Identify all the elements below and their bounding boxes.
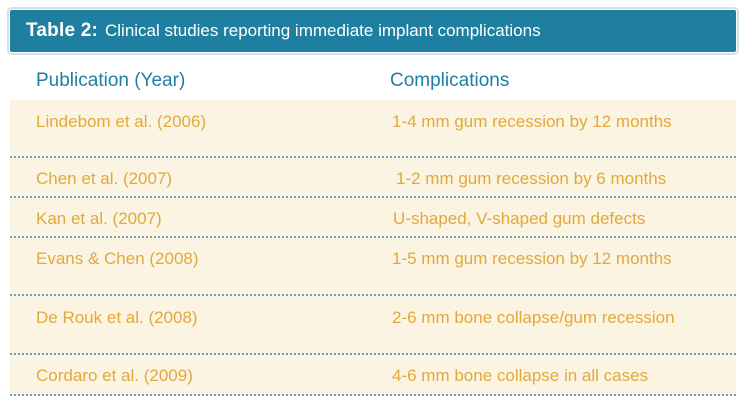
table-row: Chen et al. (2007) 1-2 mm gum recession … xyxy=(10,158,736,198)
table-header-row: Publication (Year) Complications xyxy=(10,61,736,100)
publication-cell: Kan et al. (2007) xyxy=(36,209,162,228)
table-row: De Rouk et al. (2008) 2-6 mm bone collap… xyxy=(10,296,736,355)
table-row: Lindebom et al. (2006) 1-4 mm gum recess… xyxy=(10,100,736,158)
complications-cell: U-shaped, V-shaped gum defects xyxy=(393,209,646,228)
table-title-label: Table 2: xyxy=(26,20,98,41)
header-publication: Publication (Year) xyxy=(36,69,186,91)
table-title: Clinical studies reporting immediate imp… xyxy=(105,21,541,40)
header-complications: Complications xyxy=(390,69,510,91)
complications-cell: 1-5 mm gum recession by 12 months xyxy=(392,249,672,268)
publication-cell: Chen et al. (2007) xyxy=(36,169,173,188)
complications-table: Publication (Year) Complications Lindebo… xyxy=(10,61,736,396)
publication-cell: Lindebom et al. (2006) xyxy=(36,112,207,131)
publication-cell: Evans & Chen (2008) xyxy=(36,249,199,268)
complications-cell: 2-6 mm bone collapse/gum recession xyxy=(392,308,675,327)
table-row: Kan et al. (2007) U-shaped, V-shaped gum… xyxy=(10,198,736,238)
complications-cell: 1-2 mm gum recession by 6 months xyxy=(396,169,667,188)
complications-cell: 4-6 mm bone collapse in all cases xyxy=(392,366,649,385)
table-row: Evans & Chen (2008) 1-5 mm gum recession… xyxy=(10,238,736,296)
publication-cell: Cordaro et al. (2009) xyxy=(36,366,193,385)
complications-cell: 1-4 mm gum recession by 12 months xyxy=(392,112,672,131)
table-title-bar: Table 2: Clinical studies reporting imme… xyxy=(10,10,736,52)
publication-cell: De Rouk et al. (2008) xyxy=(36,308,198,327)
table-row: Cordaro et al. (2009) 4-6 mm bone collap… xyxy=(10,355,736,396)
